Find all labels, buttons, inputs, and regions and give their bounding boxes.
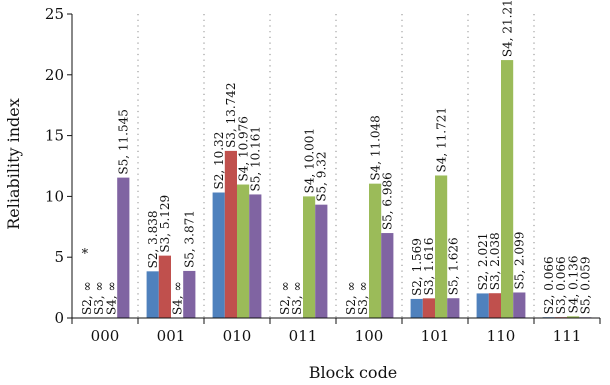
bar-label-s3-001: S3, 5.129 [158, 195, 172, 253]
x-tick-label-011: 011 [289, 327, 318, 345]
bar-label-s3-010: S3, 13.742 [224, 82, 238, 147]
bar-s3-010 [224, 150, 237, 318]
x-tick-label-001: 001 [157, 327, 186, 345]
x-tick-label-010: 010 [223, 327, 252, 345]
bar-label-s2-010: S2, 10.32 [212, 132, 226, 190]
bar-label-s5-000: S5, 11.545 [117, 109, 131, 174]
bar-label-s5-110: S5, 2.099 [513, 232, 527, 290]
y-tick-label: 20 [45, 66, 64, 84]
bar-label-s5-101: S5, 1.626 [447, 237, 461, 295]
y-tick-label: 5 [54, 248, 64, 266]
bar-label-s2-110: S2, 2.021 [476, 233, 490, 291]
category-separators [137, 14, 535, 318]
bar-label-s4-011: S4, 10.001 [302, 128, 316, 193]
bar-s4-010 [237, 184, 250, 318]
bar-label-s4-110: S4, 21.21 [500, 0, 514, 57]
bar-s5-011 [315, 204, 328, 318]
bar-s2-110 [476, 293, 489, 318]
bar-s4-111 [567, 316, 580, 318]
bar-label-s2-001: S2, 3.838 [146, 210, 160, 268]
annotation-star: * [82, 247, 89, 262]
bar-s4-011 [303, 196, 316, 318]
x-tick-label-110: 110 [487, 327, 516, 345]
bar-label-s4-001: S4, ∞ [170, 282, 184, 315]
bar-s5-101 [447, 298, 460, 318]
bar-s3-110 [488, 293, 501, 318]
bar-label-s4-000: S4, ∞ [104, 282, 118, 315]
bar-s2-010 [212, 192, 225, 318]
x-axis-title: Block code [309, 363, 398, 382]
bar-label-s4-100: S4, 11.048 [368, 115, 382, 180]
bar-label-s3-100: S3, ∞ [356, 282, 370, 315]
bar-s4-110 [501, 60, 514, 319]
bar-s3-101 [422, 298, 435, 318]
bar-label-s2-000: S2, ∞ [80, 282, 94, 315]
bar-label-s5-011: S5, 9.32 [315, 151, 329, 201]
bar-s4-101 [435, 175, 448, 318]
x-tick-label-000: 000 [91, 327, 120, 345]
y-tick-label: 10 [45, 187, 64, 205]
bar-s5-110 [513, 292, 526, 318]
bar-label-s3-110: S3, 2.038 [488, 232, 502, 290]
x-tick-label-111: 111 [553, 327, 582, 345]
bar-s2-001 [146, 271, 159, 318]
bar-s2-101 [410, 298, 423, 318]
bar-label-s2-100: S2, ∞ [344, 282, 358, 315]
bar-label-s2-011: S2, ∞ [278, 282, 292, 315]
bar-s4-100 [369, 183, 382, 318]
bar-label-s2-111: S2, 0.066 [542, 256, 556, 314]
x-tick-label-101: 101 [421, 327, 450, 345]
axes: 0 5 10 15 20 25 000 001 010 011 100 101 110 111 [45, 5, 601, 345]
bar-s5-000 [117, 177, 130, 318]
y-tick-label: 15 [45, 127, 64, 145]
bar-label-s5-010: S5, 10.161 [249, 126, 263, 191]
bar-label-s2-101: S2, 1.569 [410, 238, 424, 296]
bar-s5-001 [183, 270, 196, 318]
y-axis-title: Reliability index [4, 98, 23, 230]
bar-s3-001 [158, 255, 171, 318]
y-tick-label: 25 [45, 5, 64, 23]
bar-label-s5-001: S5, 3.871 [183, 210, 197, 268]
bar-label-s3-011: S3, ∞ [290, 282, 304, 315]
bar-label-s4-111: S4, 0.136 [566, 256, 580, 314]
bar-label-s5-111: S5, 0.059 [579, 256, 593, 314]
bar-label-s3-000: S3, ∞ [92, 282, 106, 315]
bar-label-s3-101: S3, 1.616 [422, 238, 436, 296]
bar-label-s5-100: S5, 6.986 [381, 172, 395, 230]
bar-s5-010 [249, 194, 262, 318]
bars [117, 60, 592, 319]
bar-label-s4-010: S4, 10.976 [236, 116, 250, 181]
y-tick-label: 0 [54, 309, 64, 327]
bar-label-s3-111: S3, 0.066 [554, 256, 568, 314]
bar-label-s4-101: S4, 11.721 [434, 107, 448, 172]
x-tick-label-100: 100 [355, 327, 384, 345]
bar-s5-100 [381, 233, 394, 318]
